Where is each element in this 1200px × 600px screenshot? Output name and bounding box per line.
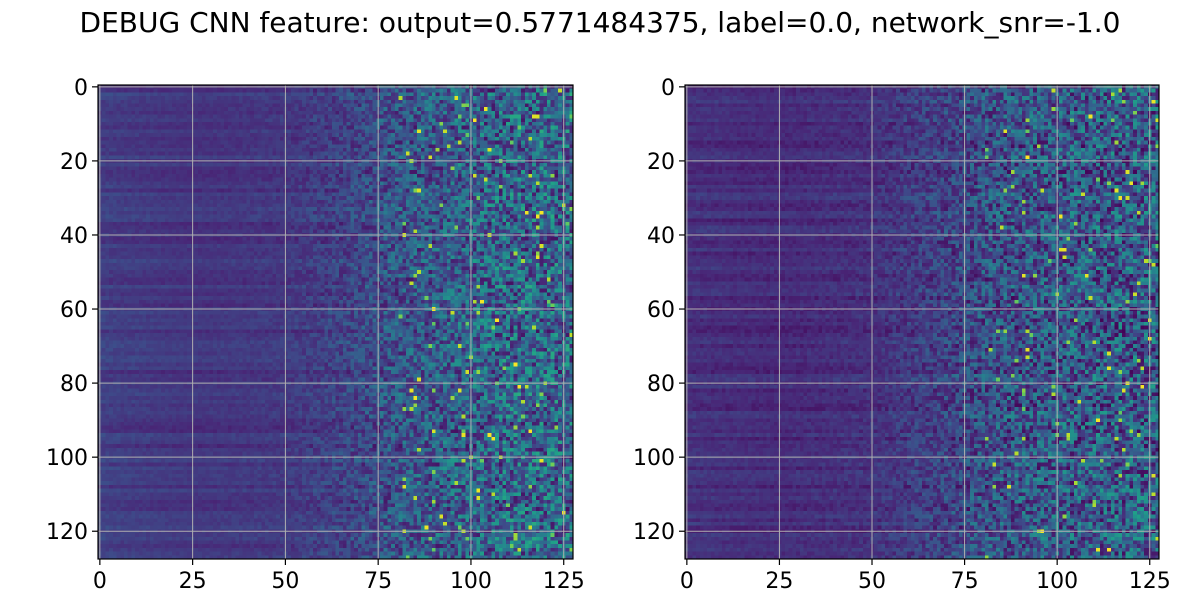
y-tick-label: 100 <box>633 446 675 471</box>
y-tick-label: 60 <box>647 298 675 323</box>
y-tick-label: 120 <box>633 520 675 545</box>
figure-title: DEBUG CNN feature: output=0.5771484375, … <box>79 6 1121 39</box>
y-tick-label: 20 <box>647 150 675 175</box>
heatmap-right: 0 25 50 75 100 125 0 20 40 60 80 100 120 <box>633 76 1171 594</box>
x-tick-label: 125 <box>543 569 585 594</box>
y-tick-label: 0 <box>74 76 88 101</box>
x-tick-label: 0 <box>680 569 694 594</box>
y-tick-label: 40 <box>60 224 88 249</box>
x-tick-label: 125 <box>1129 569 1171 594</box>
heatmap-cells <box>685 85 1159 559</box>
x-tick-label: 25 <box>179 569 207 594</box>
y-tick-label: 40 <box>647 224 675 249</box>
x-tick-label: 75 <box>364 569 392 594</box>
y-tick-label: 60 <box>60 298 88 323</box>
x-tick-label: 75 <box>951 569 979 594</box>
y-tick-label: 120 <box>46 520 88 545</box>
x-tick-label: 50 <box>271 569 299 594</box>
y-tick-label: 20 <box>60 150 88 175</box>
y-tick-label: 100 <box>46 446 88 471</box>
y-tick-label: 0 <box>661 76 675 101</box>
y-tick-label: 80 <box>647 372 675 397</box>
axes-frame <box>684 84 1160 560</box>
x-tick-label: 100 <box>1036 569 1078 594</box>
x-tick-label: 25 <box>765 569 793 594</box>
x-tick-label: 100 <box>450 569 492 594</box>
x-tick-label: 50 <box>858 569 886 594</box>
axes-frame <box>97 84 574 560</box>
x-tick-label: 0 <box>93 569 107 594</box>
y-tick-label: 80 <box>60 372 88 397</box>
heatmap-left: 0 25 50 75 100 125 0 20 40 60 80 100 120 <box>46 76 585 594</box>
heatmap-cells <box>98 85 573 559</box>
